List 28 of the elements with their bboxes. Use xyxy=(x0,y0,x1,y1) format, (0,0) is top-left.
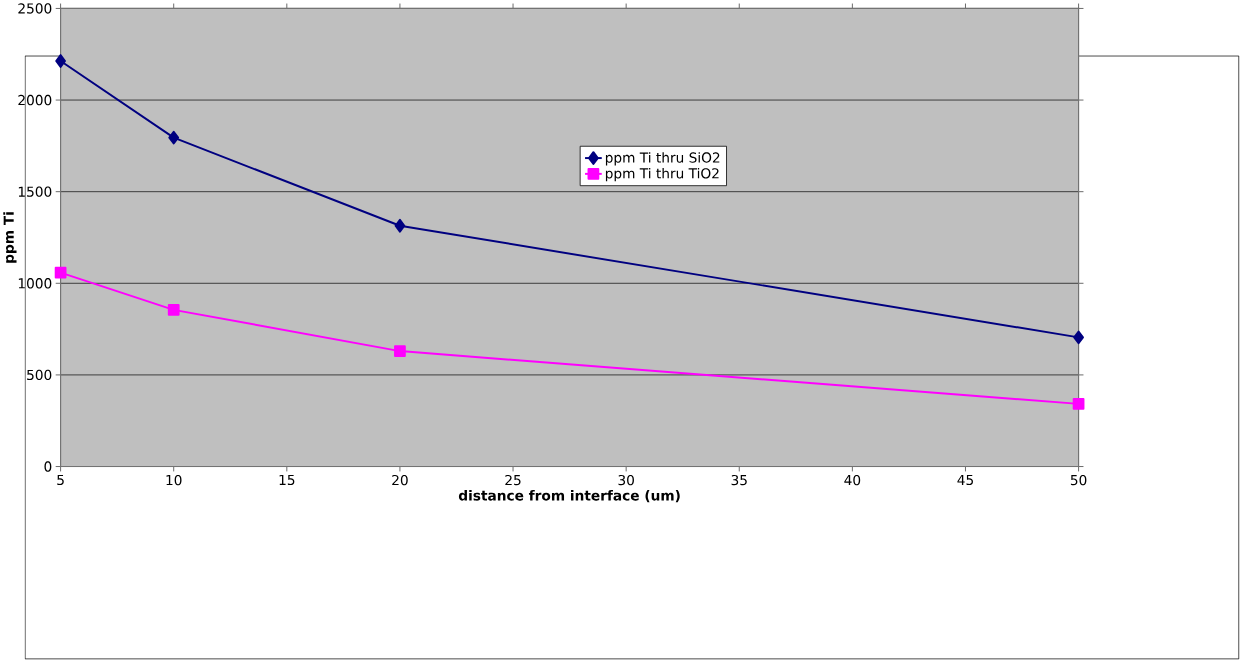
x-tick-label: 25 xyxy=(505,474,521,486)
x-tick-label: 30 xyxy=(618,474,634,486)
x-tick-label: 50 xyxy=(1070,474,1087,486)
y-tick-label: 500 xyxy=(27,369,52,381)
x-tick-label: 5 xyxy=(57,474,64,486)
x-tick-label: 10 xyxy=(166,474,182,486)
point xyxy=(55,54,66,68)
legend-label: ppm Ti thru SiO2 xyxy=(605,152,720,166)
point xyxy=(168,130,180,145)
x-tick-label: 35 xyxy=(731,474,747,486)
y-tick-label: 1500 xyxy=(18,186,52,197)
point xyxy=(394,218,406,233)
point xyxy=(54,266,67,279)
point xyxy=(167,303,180,316)
x-tick-label: 20 xyxy=(392,474,408,486)
x-tick-label: 45 xyxy=(957,474,973,486)
y-tick-label: 2000 xyxy=(18,94,52,106)
point xyxy=(1072,397,1085,410)
x-tick-label: 40 xyxy=(844,474,861,486)
x-axis-title: distance from interface (um) xyxy=(458,489,680,503)
y-tick-label: 1000 xyxy=(18,278,52,289)
point xyxy=(394,345,406,357)
x-tick-label: 15 xyxy=(279,474,295,486)
y-tick-label: 2500 xyxy=(18,3,52,14)
point xyxy=(1073,330,1084,345)
legend-label: ppm Ti thru TiO2 xyxy=(605,167,719,182)
y-tick-label: 0 xyxy=(44,461,52,472)
y-axis-title: ppm Ti xyxy=(3,212,17,263)
